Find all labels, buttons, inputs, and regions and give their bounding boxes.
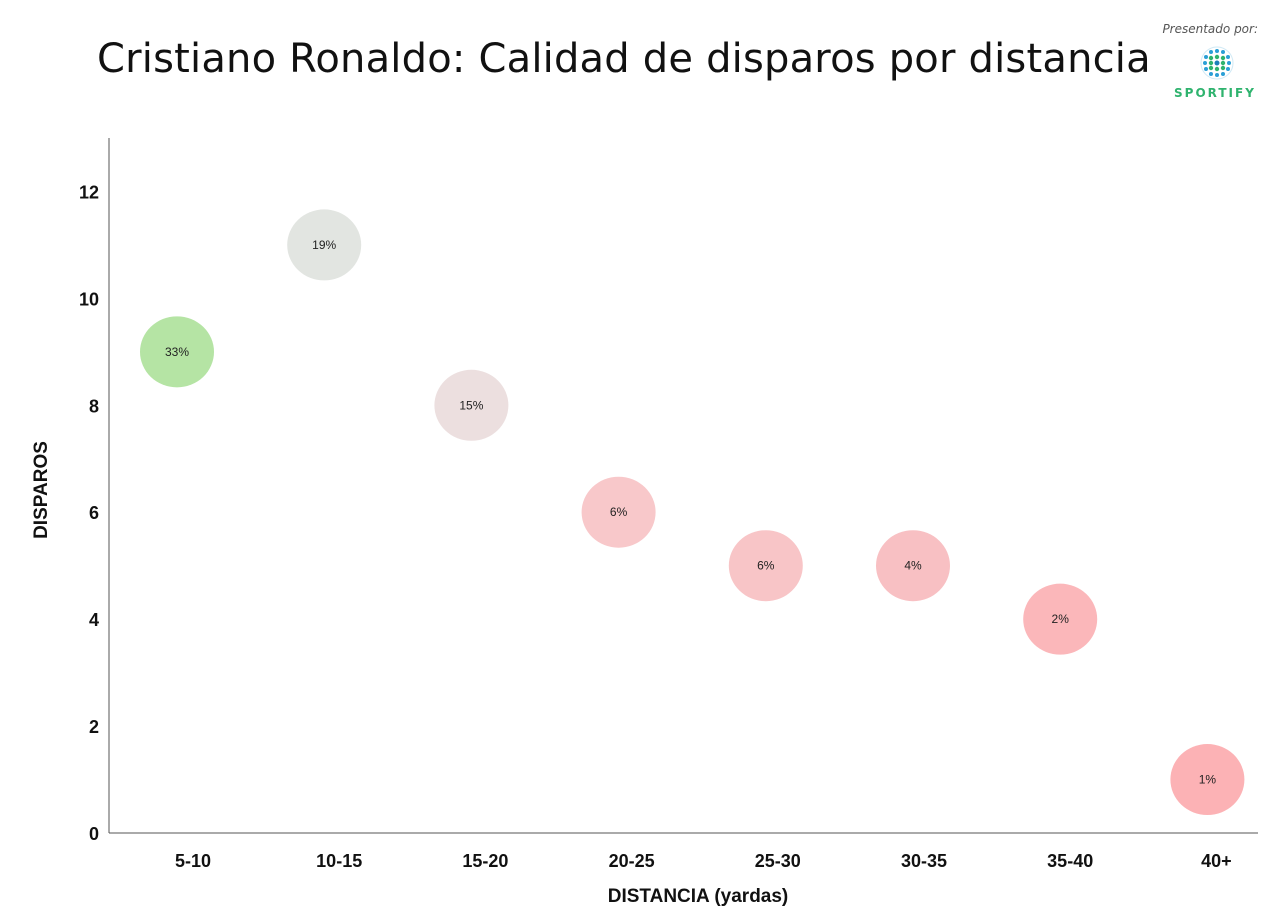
x-tick-label: 25-30 xyxy=(755,851,801,871)
bubble xyxy=(140,316,214,388)
x-axis-title: DISTANCIA (yardas) xyxy=(608,886,789,907)
y-tick-label: 4 xyxy=(89,610,99,630)
bubble xyxy=(876,530,950,602)
sponsor-block: Presentado por: SPORTIFY xyxy=(1158,20,1270,104)
x-tick-label: 15-20 xyxy=(462,851,508,871)
bubble xyxy=(728,530,803,602)
y-tick-label: 0 xyxy=(89,824,99,844)
y-tick-label: 2 xyxy=(89,717,99,737)
bubble-label: 4% xyxy=(904,559,922,573)
x-tick-label: 20-25 xyxy=(609,851,655,871)
y-tick-label: 10 xyxy=(79,289,99,309)
y-tick-label: 12 xyxy=(79,182,99,202)
bubble xyxy=(434,369,509,441)
bubble-label: 6% xyxy=(610,505,628,519)
x-tick-label: 40+ xyxy=(1201,851,1232,871)
bubble-label: 6% xyxy=(757,559,775,573)
bubble xyxy=(581,476,656,548)
sponsor-label: Presentado por: xyxy=(1162,22,1258,36)
bubble xyxy=(287,209,362,281)
y-axis-title: DISPAROS xyxy=(31,441,52,539)
x-tick-label: 30-35 xyxy=(901,851,947,871)
y-tick-label: 6 xyxy=(89,503,99,523)
sponsor-name: SPORTIFY xyxy=(1174,86,1256,100)
x-tick-label: 5-10 xyxy=(175,851,211,871)
chart-title: Cristiano Ronaldo: Calidad de disparos p… xyxy=(97,36,1151,82)
sportify-logo-icon xyxy=(1200,46,1234,80)
bubble-label: 2% xyxy=(1052,612,1070,626)
bubble-label: 15% xyxy=(459,398,483,412)
bubble-label: 19% xyxy=(312,238,336,252)
x-tick-label: 10-15 xyxy=(316,851,362,871)
bubble xyxy=(1170,744,1245,816)
x-tick-label: 35-40 xyxy=(1047,851,1093,871)
bubble-label: 33% xyxy=(165,345,189,359)
bubble-label: 1% xyxy=(1199,773,1217,787)
y-tick-label: 8 xyxy=(89,396,99,416)
bubble xyxy=(1023,583,1098,655)
